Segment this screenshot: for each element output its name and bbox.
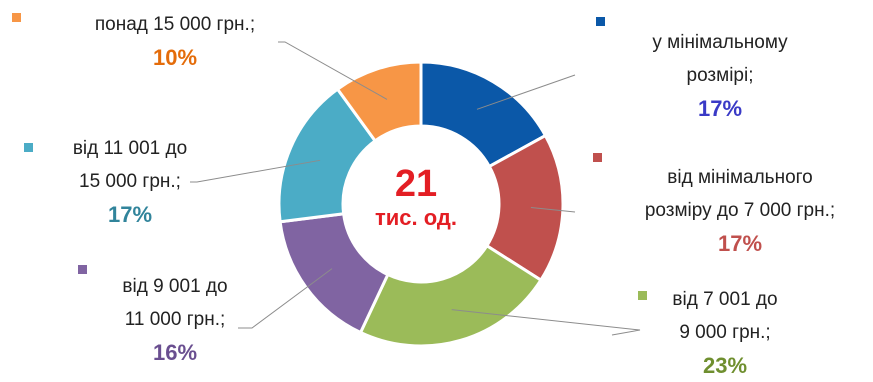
legend-marker-1 [593, 153, 602, 162]
center-label: 21 тис. од. [351, 165, 481, 233]
slice-label-5: понад 15 000 грн.; 10% [55, 8, 295, 74]
leader-line-0 [476, 74, 576, 110]
slice-label-1-line-2: розміру до 7 000 грн.; [644, 200, 836, 221]
slice-label-4-line-1: від 11 001 до [72, 138, 188, 159]
slice-label-1-line-1: від мінімального [667, 167, 813, 188]
center-value: 21 [394, 163, 438, 205]
slice-label-3-line-1: від 9 001 до [122, 276, 228, 297]
slice-label-3-line-2: 11 000 грн.; [124, 309, 226, 330]
legend-marker-2 [638, 291, 647, 300]
leader-line-5 [278, 41, 388, 100]
center-unit: тис. од. [375, 205, 457, 230]
slice-label-2-line-1: від 7 001 до [672, 289, 778, 310]
slice-value-0: 17% [697, 96, 743, 121]
slice-label-3: від 9 001 до 11 000 грн.; 16% [95, 270, 255, 369]
leader-line-3 [238, 268, 333, 329]
slice-label-0: у мінімальному розмірі; 17% [600, 26, 840, 125]
slice-value-2: 23% [702, 353, 748, 378]
slice-value-1: 17% [717, 231, 763, 256]
donut-slices [277, 60, 565, 348]
leader-line-1 [530, 206, 576, 213]
leader-lines [190, 41, 641, 336]
leader-line-4 [190, 159, 321, 183]
leader-line-2 [451, 309, 641, 336]
slice-label-2: від 7 001 до 9 000 грн.; 23% [625, 283, 825, 382]
legend-marker-0 [596, 17, 605, 26]
slice-value-5: 10% [152, 45, 198, 70]
slice-label-5-line-1: понад 15 000 грн.; [94, 14, 256, 35]
donut-slice-2 [358, 243, 543, 348]
slice-value-4: 17% [107, 202, 153, 227]
legend-marker-4 [24, 143, 33, 152]
legend-marker-5 [12, 13, 21, 22]
slice-label-4-line-2: 15 000 грн.; [79, 171, 181, 192]
legend-marker-3 [78, 265, 87, 274]
slice-label-4: від 11 001 до 15 000 грн.; 17% [45, 132, 215, 231]
slice-value-3: 16% [152, 340, 198, 365]
slice-label-0-line-2: розмірі; [686, 65, 754, 86]
slice-label-0-line-1: у мінімальному [652, 32, 788, 53]
donut-slice-5 [335, 60, 423, 143]
slice-label-1: від мінімального розміру до 7 000 грн.; … [610, 161, 870, 260]
slice-label-2-line-2: 9 000 грн.; [679, 322, 771, 343]
